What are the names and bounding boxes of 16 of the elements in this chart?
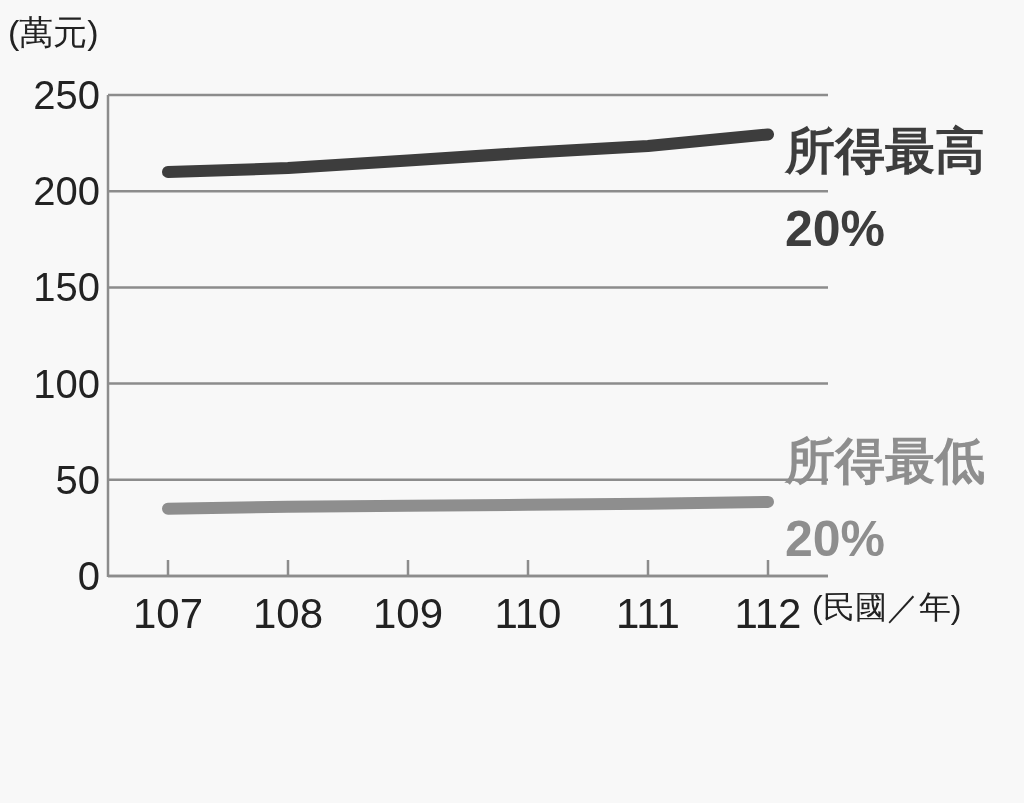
y-tick-label: 0 — [77, 554, 100, 598]
x-axis-title: (民國／年) — [812, 589, 962, 625]
x-tick-label: 107 — [132, 590, 204, 637]
x-tick-label: 110 — [494, 590, 562, 637]
series-label: 所得最低 20% — [784, 433, 985, 567]
series-label: 所得最高 20% — [784, 123, 985, 258]
x-tick-label: 112 — [734, 590, 802, 637]
y-axis-title: (萬元) — [8, 13, 99, 51]
y-tick-label: 100 — [33, 361, 100, 406]
y-tick-label: 150 — [33, 265, 100, 310]
x-tick-label: 108 — [252, 590, 324, 637]
x-tick-label: 109 — [372, 590, 444, 637]
y-tick-label: 200 — [33, 169, 100, 214]
x-tick-label: 111 — [616, 590, 680, 637]
y-tick-label: 50 — [55, 457, 100, 502]
y-tick-label: 250 — [33, 73, 100, 117]
